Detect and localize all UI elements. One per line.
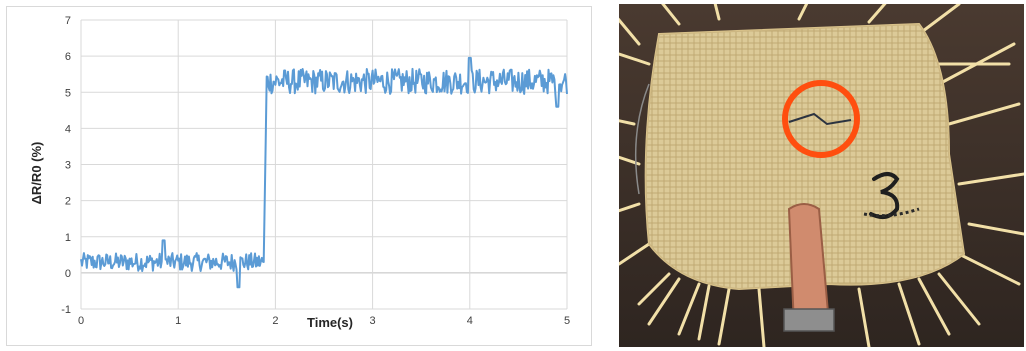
sensor-thread xyxy=(788,112,852,126)
y-tick-label: -1 xyxy=(61,304,71,316)
fabric-photo-drawing xyxy=(619,4,1024,347)
y-tick-label: 2 xyxy=(65,196,71,208)
series-layer xyxy=(80,56,568,289)
x-tick-label: 3 xyxy=(370,315,376,327)
y-tick-label: 6 xyxy=(65,51,71,63)
stitched-line xyxy=(863,207,920,218)
y-tick-label: 5 xyxy=(65,87,71,99)
chart-panel: -1 0 1 2 3 4 5 6 7 0 1 2 3 4 5 Time(s) ΔR/R0 (%) xyxy=(6,6,592,346)
x-tick-label: 0 xyxy=(78,315,84,327)
series-line xyxy=(80,56,568,289)
grid-lines xyxy=(80,19,568,310)
y-tick-label: 0 xyxy=(65,268,71,280)
x-tick-label: 5 xyxy=(564,315,570,327)
y-tick-label: 1 xyxy=(65,232,71,244)
wooden-clamp xyxy=(787,203,831,328)
lead-wire xyxy=(634,83,650,195)
y-tick-label: 7 xyxy=(65,15,71,27)
x-tick-label: 4 xyxy=(467,315,473,327)
x-tick-label: 1 xyxy=(175,315,181,327)
x-tick-label: 2 xyxy=(272,315,278,327)
y-tick-label: 4 xyxy=(65,123,71,135)
x-axis-title: Time(s) xyxy=(307,315,353,330)
y-axis-title: ΔR/R0 (%) xyxy=(29,142,44,205)
y-tick-labels: -1 0 1 2 3 4 5 6 7 xyxy=(61,15,71,316)
y-tick-label: 3 xyxy=(65,160,71,172)
highlight-circle xyxy=(782,80,860,158)
line-chart: -1 0 1 2 3 4 5 6 7 0 1 2 3 4 5 Time(s) ΔR/R0 (%) xyxy=(29,15,570,330)
clamp-spring xyxy=(783,308,835,332)
woven-fabric xyxy=(644,22,966,291)
fabric-fringe xyxy=(619,4,1024,347)
x-tick-labels: 0 1 2 3 4 5 xyxy=(78,315,570,327)
fabric-photo xyxy=(619,4,1024,347)
fabric-shading xyxy=(645,24,964,289)
